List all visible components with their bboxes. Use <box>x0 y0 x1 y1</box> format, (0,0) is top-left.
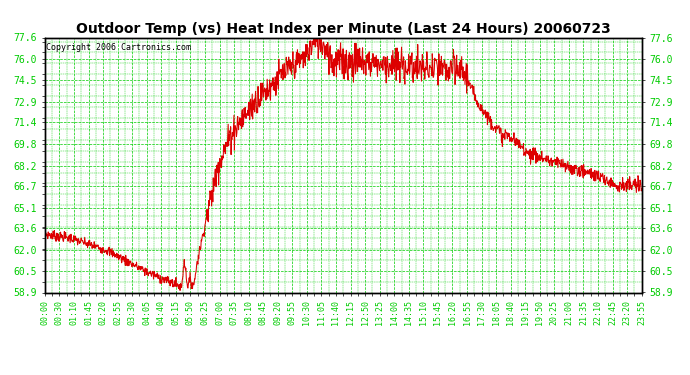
Title: Outdoor Temp (vs) Heat Index per Minute (Last 24 Hours) 20060723: Outdoor Temp (vs) Heat Index per Minute … <box>76 22 611 36</box>
Text: Copyright 2006 Cartronics.com: Copyright 2006 Cartronics.com <box>46 43 191 52</box>
